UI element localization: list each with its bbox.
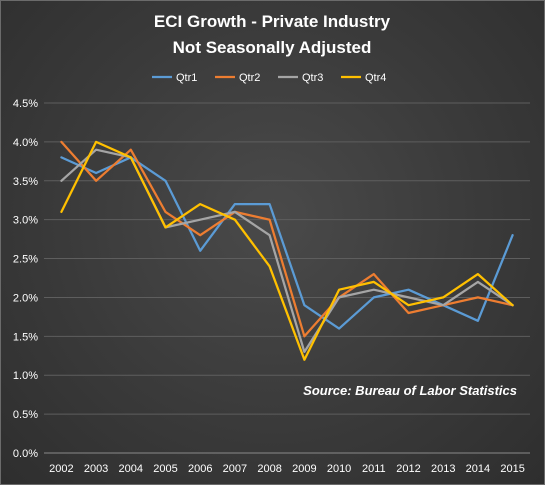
series-line-qtr4 [60,140,514,361]
series-lines [60,140,514,361]
x-tick-label: 2014 [466,463,490,475]
y-tick-label: 2.0% [13,292,38,304]
y-tick-label: 4.0% [13,137,38,149]
x-tick-label: 2008 [257,463,281,475]
series-line-qtr3 [60,148,514,354]
x-tick-label: 2006 [188,463,212,475]
x-tick-label: 2007 [223,463,247,475]
x-tick-label: 2002 [49,463,73,475]
source-annotation: Source: Bureau of Labor Statistics [303,383,517,398]
chart-subtitle: Not Seasonally Adjusted [173,38,372,57]
legend: Qtr1 Qtr2 Qtr3 Qtr4 [152,72,386,84]
chart-title: ECI Growth - Private Industry [154,12,391,31]
legend-label-qtr3: Qtr3 [302,72,323,84]
y-tick-label: 2.5% [13,254,38,266]
y-tick-label: 1.5% [13,331,38,343]
x-tick-label: 2005 [153,463,177,475]
y-axis-ticks: 0.0% 0.5% 1.0% 1.5% 2.0% 2.5% 3.0% 3.5% 4.0% 4.5% [13,98,38,460]
legend-label-qtr4: Qtr4 [365,72,386,84]
x-tick-label: 2015 [500,463,524,475]
y-tick-label: 0.5% [13,409,38,421]
x-tick-label: 2003 [84,463,108,475]
legend-label-qtr1: Qtr1 [176,72,197,84]
series-line-qtr2 [60,140,514,338]
x-tick-label: 2004 [119,463,143,475]
x-tick-label: 2012 [396,463,420,475]
x-tick-label: 2011 [362,463,386,475]
legend-label-qtr2: Qtr2 [239,72,260,84]
gridlines [44,102,530,454]
x-tick-label: 2009 [292,463,316,475]
y-tick-label: 4.5% [13,98,38,110]
x-tick-label: 2013 [431,463,455,475]
y-tick-label: 0.0% [13,448,38,460]
x-tick-label: 2010 [327,463,351,475]
y-tick-label: 3.5% [13,176,38,188]
y-tick-label: 3.0% [13,215,38,227]
x-axis-ticks: 2002 2003 2004 2005 2006 2007 2008 2009 2010 2011… [49,463,525,475]
y-tick-label: 1.0% [13,370,38,382]
